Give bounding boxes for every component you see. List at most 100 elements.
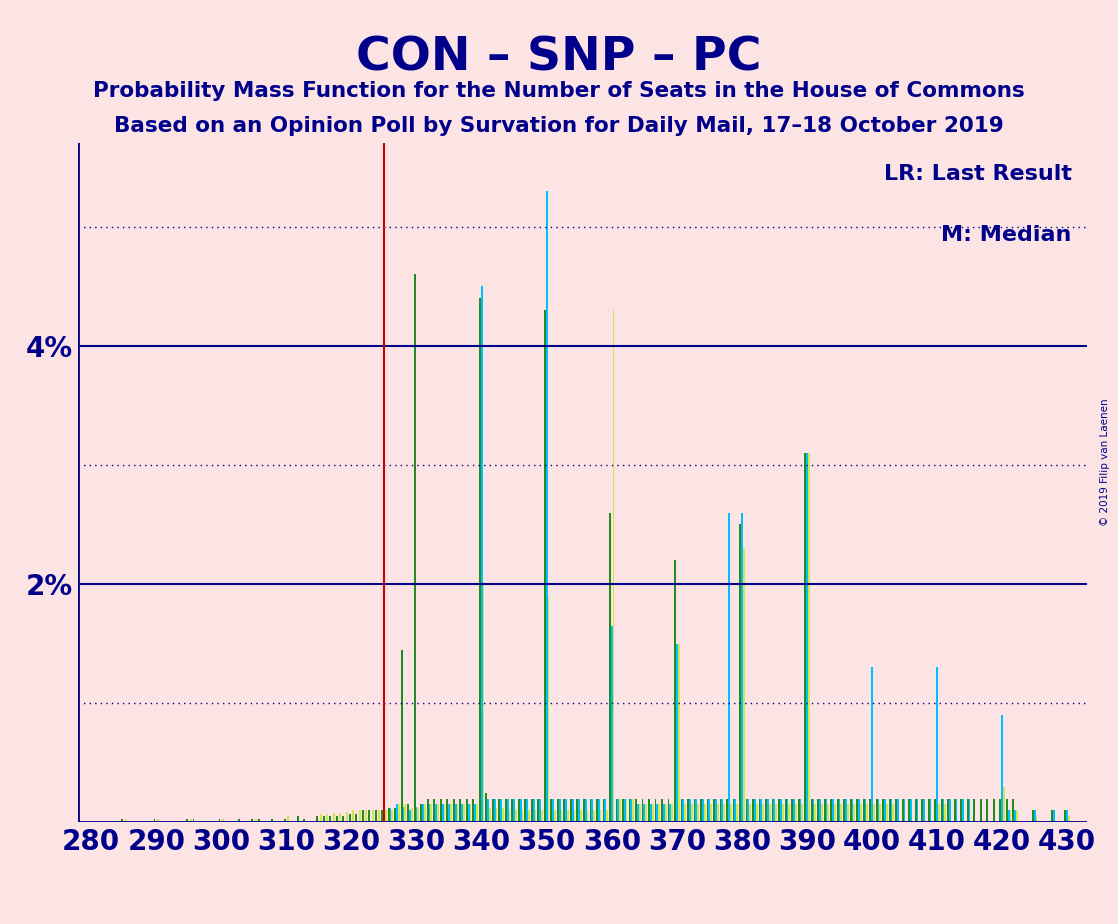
Bar <box>492 798 494 822</box>
Bar <box>533 798 534 822</box>
Bar <box>903 798 906 822</box>
Bar <box>885 805 888 822</box>
Bar <box>582 798 585 822</box>
Bar <box>841 805 842 822</box>
Bar <box>774 798 775 822</box>
Bar <box>739 525 741 822</box>
Bar <box>560 810 562 822</box>
Bar <box>638 805 641 822</box>
Bar <box>654 798 656 822</box>
Bar <box>451 805 452 822</box>
Bar <box>284 819 285 822</box>
Bar <box>372 810 373 822</box>
Bar <box>448 805 451 822</box>
Bar <box>391 810 394 822</box>
Bar <box>467 805 470 822</box>
Bar <box>598 798 599 822</box>
Bar <box>754 798 756 822</box>
Bar <box>396 805 398 822</box>
Bar <box>717 805 719 822</box>
Bar <box>453 798 455 822</box>
Bar <box>825 798 827 822</box>
Bar <box>390 808 391 822</box>
Bar <box>352 810 354 822</box>
Bar <box>527 798 528 822</box>
Bar <box>659 805 660 822</box>
Bar <box>463 805 465 822</box>
Bar <box>775 805 777 822</box>
Bar <box>395 808 396 822</box>
Bar <box>878 798 880 822</box>
Bar <box>632 798 634 822</box>
Bar <box>846 805 849 822</box>
Bar <box>892 805 894 822</box>
Bar <box>616 798 617 822</box>
Bar <box>335 817 338 822</box>
Bar <box>303 819 305 822</box>
Bar <box>795 805 797 822</box>
Bar <box>531 798 533 822</box>
Bar <box>366 810 367 822</box>
Bar <box>720 798 721 822</box>
Bar <box>580 810 582 822</box>
Bar <box>897 798 899 822</box>
Bar <box>388 808 390 822</box>
Bar <box>817 798 819 822</box>
Bar <box>599 810 601 822</box>
Bar <box>834 805 835 822</box>
Bar <box>401 650 402 822</box>
Bar <box>884 798 885 822</box>
Bar <box>483 584 484 822</box>
Bar <box>778 798 780 822</box>
Bar <box>891 798 892 822</box>
Bar <box>788 805 790 822</box>
Bar <box>780 798 781 822</box>
Bar <box>956 798 957 822</box>
Bar <box>863 798 864 822</box>
Bar <box>381 810 383 822</box>
Bar <box>385 810 387 822</box>
Bar <box>439 798 442 822</box>
Bar <box>368 810 370 822</box>
Bar <box>954 798 956 822</box>
Bar <box>947 798 949 822</box>
Bar <box>928 798 930 822</box>
Bar <box>908 798 910 822</box>
Bar <box>340 813 341 822</box>
Bar <box>271 819 273 822</box>
Bar <box>1053 810 1055 822</box>
Bar <box>323 817 324 822</box>
Bar <box>678 644 680 822</box>
Bar <box>802 805 803 822</box>
Bar <box>570 798 571 822</box>
Text: LR: Last Result: LR: Last Result <box>883 164 1071 184</box>
Bar <box>485 793 487 822</box>
Bar <box>710 805 712 822</box>
Bar <box>333 813 334 822</box>
Bar <box>845 798 846 822</box>
Bar <box>383 808 385 822</box>
Bar <box>125 819 126 822</box>
Bar <box>552 798 555 822</box>
Bar <box>513 798 515 822</box>
Bar <box>674 560 676 822</box>
Bar <box>446 798 448 822</box>
Bar <box>1067 810 1068 822</box>
Bar <box>871 667 873 822</box>
Text: Based on an Opinion Poll by Survation for Daily Mail, 17–18 October 2019: Based on an Opinion Poll by Survation fo… <box>114 116 1004 136</box>
Bar <box>610 626 613 822</box>
Bar <box>559 798 560 822</box>
Bar <box>541 810 543 822</box>
Bar <box>407 805 409 822</box>
Text: © 2019 Filip van Laenen: © 2019 Filip van Laenen <box>1100 398 1110 526</box>
Bar <box>870 798 871 822</box>
Bar <box>398 805 400 822</box>
Bar <box>700 798 702 822</box>
Bar <box>362 810 363 822</box>
Bar <box>474 805 476 822</box>
Bar <box>379 810 380 822</box>
Text: M: Median: M: Median <box>941 225 1071 245</box>
Bar <box>617 798 619 822</box>
Bar <box>158 819 159 822</box>
Bar <box>190 819 191 822</box>
